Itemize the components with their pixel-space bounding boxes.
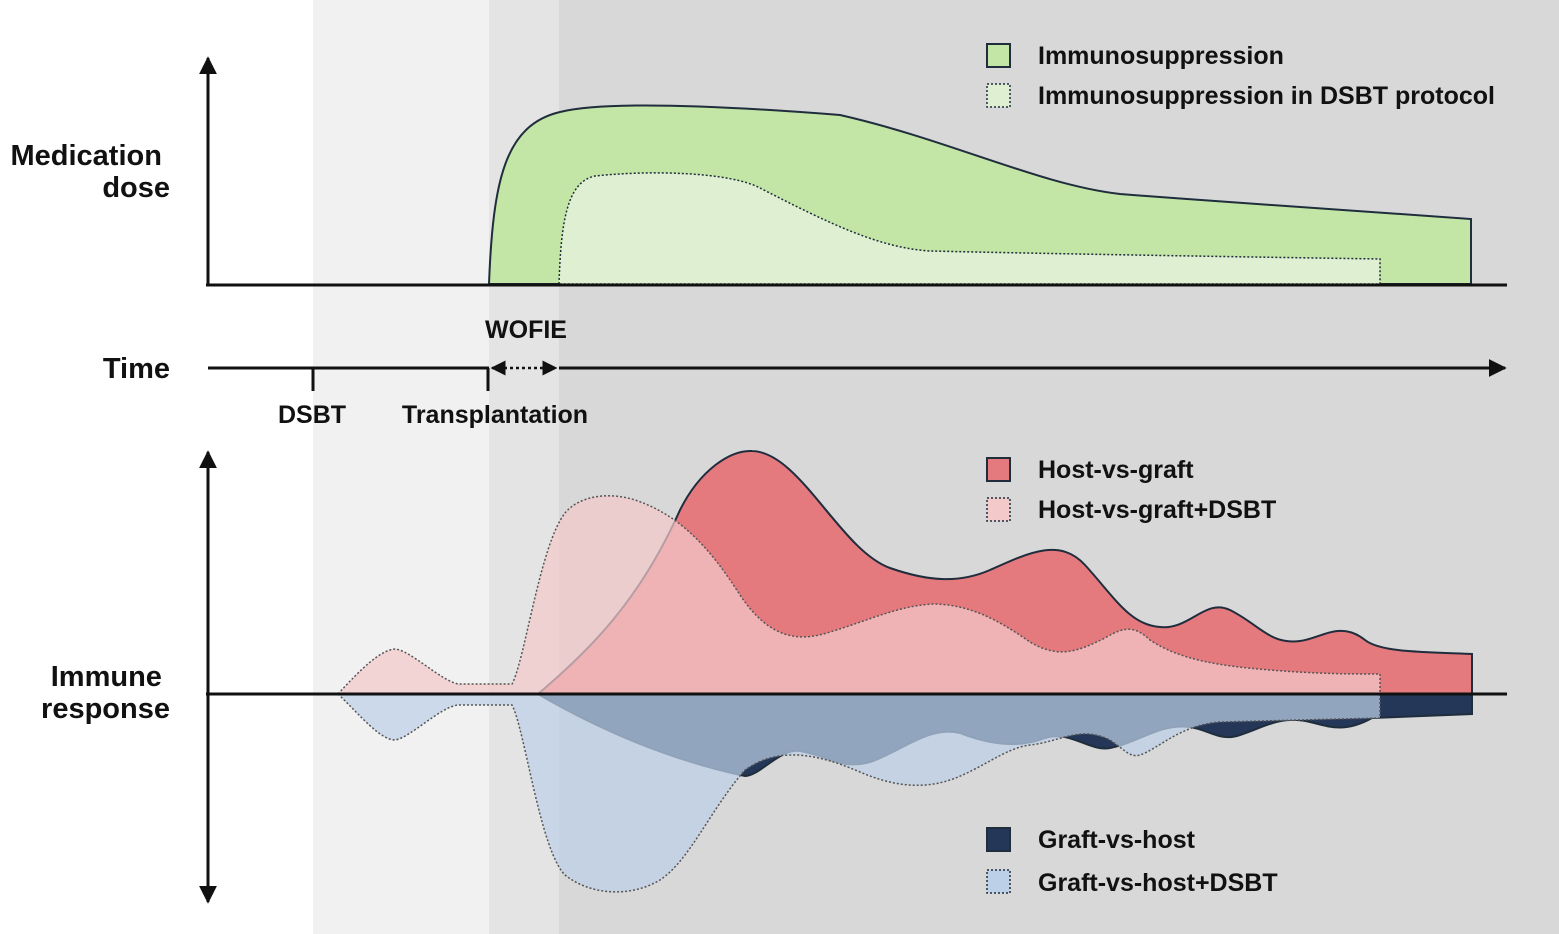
graft-vs-host-dsbt-curve	[336, 693, 1381, 893]
transplantation-tick-label: Transplantation	[402, 401, 588, 429]
legend-swatch-graft-vs-host	[986, 827, 1011, 852]
phase-band-pre-transplant	[313, 0, 489, 934]
time-axis-label: Time	[103, 353, 170, 385]
legend-label-host-vs-graft: Host-vs-graft	[1038, 456, 1194, 484]
legend-swatch-host-vs-graft-dsbt	[986, 497, 1011, 522]
legend-swatch-graft-vs-host-dsbt	[986, 869, 1011, 894]
wofie-label: WOFIE	[485, 316, 567, 344]
legend-label-graft-vs-host: Graft-vs-host	[1038, 826, 1196, 854]
host-vs-graft-dsbt-curve	[336, 495, 1381, 695]
medication-axis-label: Medication dose	[10, 140, 170, 204]
legend-swatch-host-vs-graft	[986, 457, 1011, 482]
immune-axis-label: Immune response	[41, 661, 170, 725]
legend-label-immunosuppression-dsbt: Immunosuppression in DSBT protocol	[1038, 82, 1495, 110]
dsbt-tick-label: DSBT	[278, 401, 346, 429]
legend-label-graft-vs-host-dsbt: Graft-vs-host+DSBT	[1038, 869, 1278, 897]
legend-label-immunosuppression: Immunosuppression	[1038, 42, 1284, 70]
immunosuppression-dsbt-curve	[558, 172, 1381, 285]
legend-swatch-immunosuppression	[986, 43, 1011, 68]
legend-swatch-immunosuppression-dsbt	[986, 83, 1011, 108]
legend-label-host-vs-graft-dsbt: Host-vs-graft+DSBT	[1038, 496, 1276, 524]
